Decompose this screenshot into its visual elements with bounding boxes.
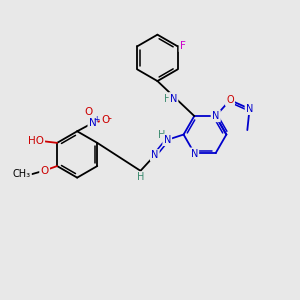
Text: O: O bbox=[40, 166, 49, 176]
Text: O: O bbox=[226, 95, 234, 105]
Text: N: N bbox=[151, 150, 158, 160]
Text: N: N bbox=[89, 118, 97, 128]
Text: H: H bbox=[164, 94, 171, 103]
Text: HO: HO bbox=[28, 136, 44, 146]
Text: N: N bbox=[164, 135, 171, 145]
Text: N: N bbox=[246, 104, 253, 114]
Text: N: N bbox=[170, 94, 177, 103]
Text: +: + bbox=[93, 115, 99, 124]
Text: CH₃: CH₃ bbox=[13, 169, 31, 179]
Text: N: N bbox=[190, 149, 198, 159]
Text: N: N bbox=[212, 110, 219, 120]
Text: F: F bbox=[180, 41, 186, 51]
Text: H: H bbox=[158, 130, 166, 140]
Text: -: - bbox=[107, 112, 111, 123]
Text: O: O bbox=[84, 107, 92, 117]
Text: O: O bbox=[101, 115, 109, 125]
Text: N: N bbox=[212, 111, 219, 121]
Text: H: H bbox=[137, 172, 144, 182]
